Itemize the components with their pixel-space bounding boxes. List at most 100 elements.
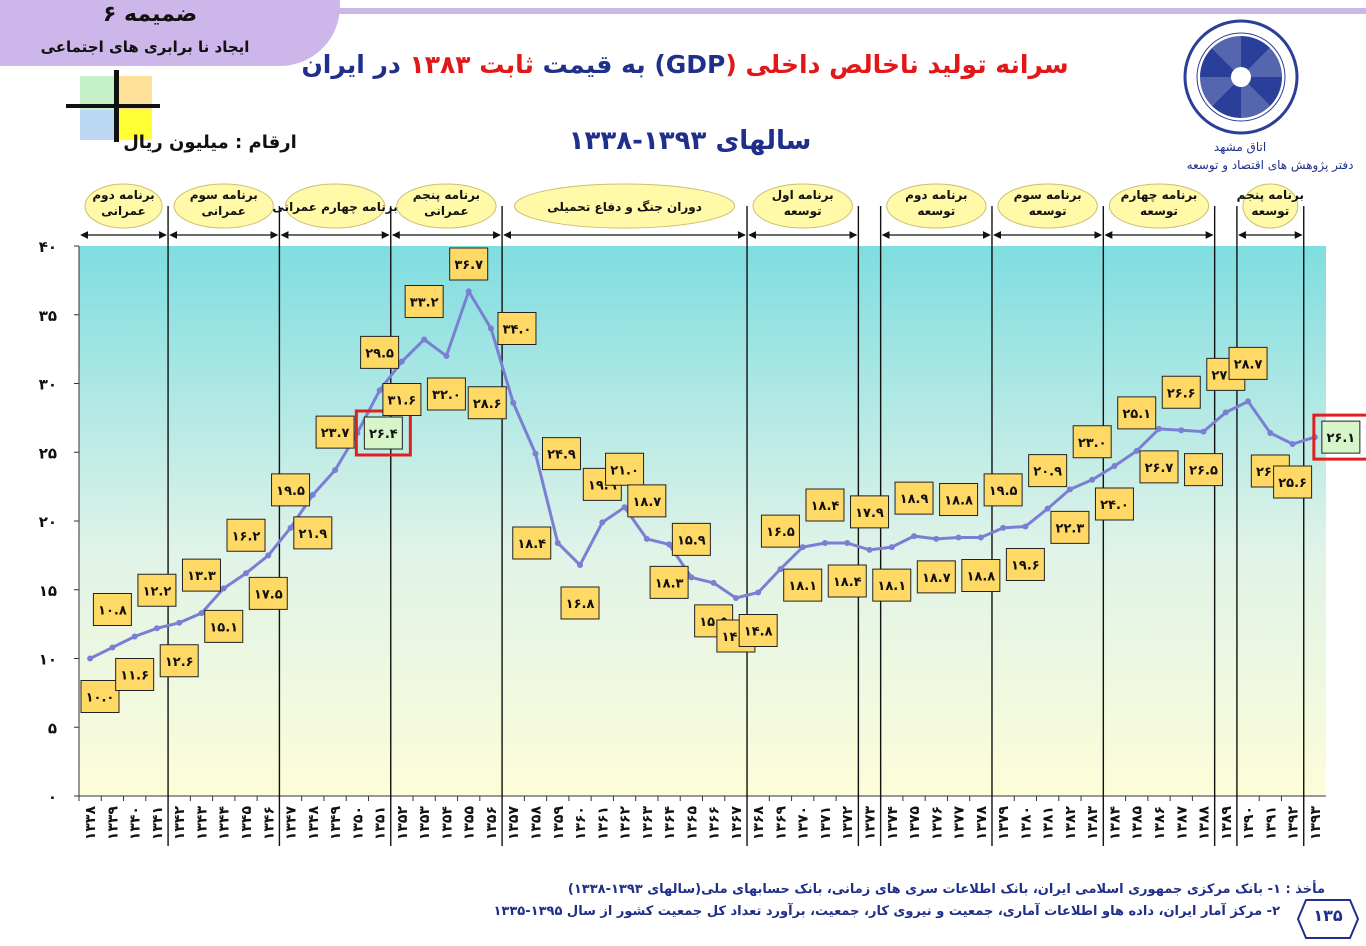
data-label-box [449,247,489,281]
data-label: ۲۲.۳ [1056,521,1085,536]
data-point [643,535,650,542]
x-tick-label: ۱۳۸۶ [1152,806,1168,840]
period-badge [284,183,386,229]
data-label: ۱۲.۶ [165,655,194,670]
data-label-box [159,644,199,678]
data-point [510,399,517,406]
data-label: ۱۸.۳ [655,576,684,591]
data-label-box [512,526,552,560]
data-label: ۱۶.۲ [232,529,261,544]
data-point [1066,486,1073,493]
x-tick-label: ۱۳۴۶ [261,806,277,840]
period-badge [886,183,987,229]
data-label: ۱۲.۲ [143,584,172,599]
data-label: ۳۴.۰ [503,323,532,338]
data-point [888,544,895,551]
data-label: ۱۳.۳ [187,569,216,584]
source-line-1: مأخذ : ۱- بانک مرکزی جمهوری اسلامی ایران… [567,882,1325,897]
data-point [1022,523,1029,530]
data-label-box [983,473,1023,507]
data-label-box [115,658,155,691]
data-label: ۲۴.۰ [1100,498,1129,513]
x-tick-label: ۱۳۳۹ [105,806,121,841]
data-label: ۲۸.۷ [1234,357,1263,372]
data-label: ۲۵.۱ [1122,407,1151,422]
period-label: برنامه اول [772,188,834,203]
data-point [755,589,762,596]
x-tick-label: ۱۳۸۴ [1107,806,1123,841]
x-tick-label: ۱۳۵۱ [373,806,389,840]
period-label: برنامه سوم [190,188,258,203]
data-label: ۱۸.۴ [811,499,840,514]
data-point [1089,476,1096,483]
x-tick-label: ۱۳۵۸ [528,806,544,841]
period-label: برنامه دوم [905,188,967,203]
data-label-box [827,564,867,598]
period-label: برنامه پنجم [1237,188,1304,202]
data-point [109,644,116,651]
x-tick-label: ۱۳۵۶ [484,806,500,840]
y-tick-label: ۰ [48,788,57,806]
data-label-box [92,593,132,626]
period-label: برنامه پنجم [413,188,480,202]
data-label-box [248,576,288,610]
chamber-logo-icon [1183,19,1299,135]
period-label: توسعه [1251,204,1289,219]
data-point [153,625,160,632]
data-point [332,467,339,474]
data-label-box [961,559,1001,592]
data-point [933,535,940,542]
period-badge [173,183,274,229]
data-point [710,579,717,586]
source-line-2: ۲- مرکز آمار ایران، داده هاو اطلاعات آما… [493,904,1280,919]
data-point [376,387,383,394]
data-label-box [560,586,600,620]
x-tick-label: ۱۳۵۳ [417,806,433,841]
data-point [1178,427,1185,434]
data-point [844,540,851,546]
data-label-box [1321,420,1361,454]
org-name: اتاق مشهد [1213,140,1267,154]
x-tick-label: ۱۳۵۴ [439,806,455,841]
period-badge [752,183,853,229]
data-label-box [605,452,645,486]
data-label: ۱۵.۱ [209,620,238,635]
period-label: توسعه [784,204,822,219]
data-point [87,655,94,662]
data-point [465,288,472,295]
x-tick-label: ۱۳۸۵ [1130,806,1146,841]
data-label: ۲۶.۶ [1167,386,1196,401]
data-label-box [1184,453,1224,487]
x-tick-label: ۱۳۶۲ [618,806,634,841]
data-label-box [1094,487,1134,521]
data-point [777,566,784,573]
data-label-box [1117,396,1157,430]
x-tick-label: ۱۳۷۱ [818,806,834,840]
data-label: ۳۲.۰ [432,388,461,403]
period-label: برنامه سوم [1014,188,1082,203]
data-label-box [541,437,581,471]
x-tick-label: ۱۳۸۳ [1085,806,1101,841]
data-label: ۲۱.۰ [610,463,639,478]
data-label: ۱۸.۱ [788,579,817,594]
y-tick-label: ۲۵ [39,444,57,462]
data-point [131,633,138,640]
data-point [243,570,250,577]
x-tick-label: ۱۳۸۹ [1219,806,1235,841]
data-label-box [315,415,355,449]
x-tick-label: ۱۳۸۷ [1174,806,1190,841]
period-label: برنامه چهارم [1121,188,1198,203]
x-tick-label: ۱۳۹۱ [1263,806,1279,840]
data-label: ۱۹.۶ [1011,559,1040,574]
data-label-box [1028,454,1068,488]
title-gdp: GDP [665,50,726,79]
data-label: ۱۸.۷ [922,571,951,586]
data-label-box [271,473,311,507]
appendix-subtitle: ایجاد نا برابری های اجتماعی [40,38,250,56]
x-tick-label: ۱۳۷۹ [996,806,1012,841]
x-tick-label: ۱۳۴۹ [328,806,344,841]
x-tick-label: ۱۳۶۷ [729,806,745,841]
data-label-box [1005,548,1045,581]
period-label: عمرانی [424,204,468,218]
data-label-box [363,416,403,450]
